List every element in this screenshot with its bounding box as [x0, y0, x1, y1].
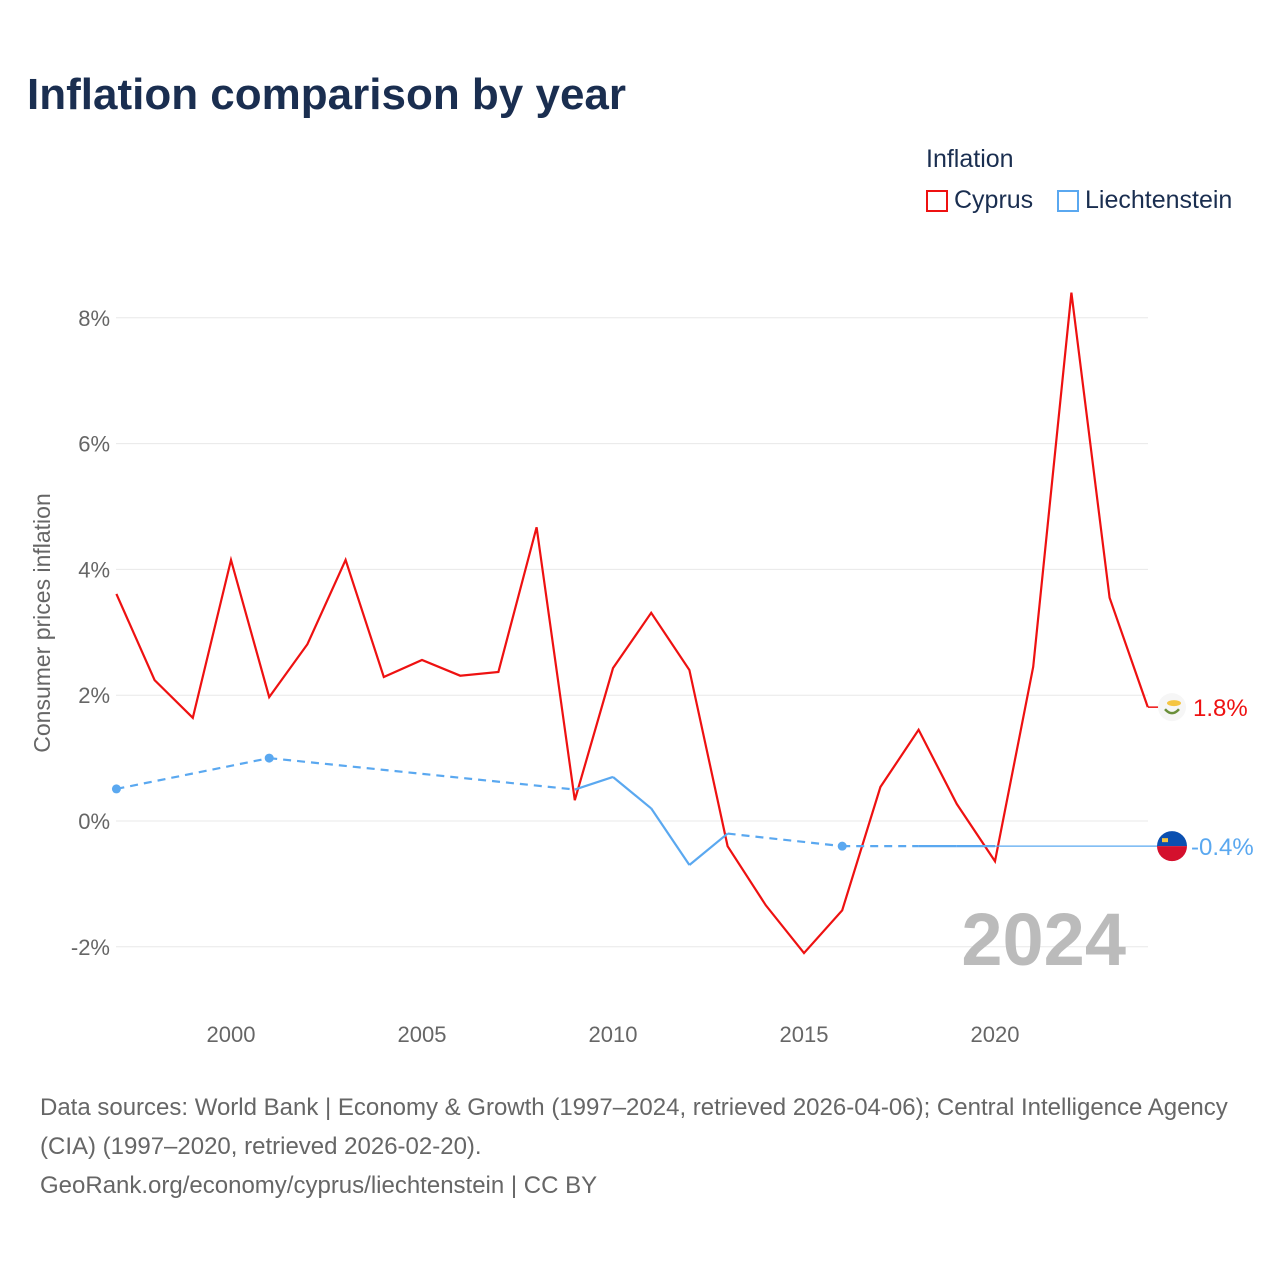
legend-swatch: [926, 189, 948, 212]
y-axis-label: Consumer prices inflation: [29, 493, 55, 753]
y-tick-label: 8%: [78, 306, 110, 331]
data-sources: Data sources: World Bank | Economy & Gro…: [40, 1094, 1228, 1160]
series-segment-liechtenstein: [574, 775, 614, 791]
cyprus-flag-branches: [1164, 708, 1180, 715]
legend-swatch: [1057, 189, 1079, 212]
x-tick-label: 2000: [207, 1022, 256, 1047]
y-tick-label: 6%: [78, 432, 110, 457]
series-segment-liechtenstein: [116, 757, 270, 790]
y-tick-label: 0%: [78, 809, 110, 834]
cyprus-flag-icon: [1158, 693, 1186, 722]
year-label: 2024: [961, 898, 1126, 981]
legend-item-liechtenstein[interactable]: Liechtenstein: [1057, 186, 1232, 215]
legend-item-cyprus[interactable]: Cyprus: [926, 186, 1033, 215]
series-segment-liechtenstein: [727, 832, 843, 848]
series-segment-liechtenstein: [612, 776, 652, 810]
x-tick-label: 2005: [398, 1022, 447, 1047]
series-segment-liechtenstein: [650, 807, 691, 866]
y-tick-label: -2%: [71, 935, 110, 960]
legend-title: Inflation: [926, 145, 1014, 173]
data-point-liechtenstein: [111, 784, 121, 794]
y-tick-label: 4%: [78, 557, 110, 582]
liechtenstein-crown: [1162, 838, 1168, 843]
end-label-liechtenstein: -0.4%: [1191, 834, 1254, 861]
cyprus-flag-island: [1167, 700, 1181, 707]
legend-label: Liechtenstein: [1085, 186, 1233, 214]
end-label-cyprus: 1.8%: [1193, 695, 1248, 722]
y-tick-label: 2%: [78, 683, 110, 708]
series-line-cyprus: [115, 292, 1149, 955]
data-point-liechtenstein: [264, 753, 274, 763]
x-tick-label: 2015: [780, 1022, 829, 1047]
data-point-liechtenstein: [837, 841, 847, 851]
footer: Data sources: World Bank | Economy & Gro…: [40, 1088, 1250, 1205]
legend-label: Cyprus: [954, 186, 1034, 214]
source-link[interactable]: GeoRank.org/economy/cyprus/liechtenstein…: [40, 1172, 598, 1199]
liechtenstein-flag-red: [1157, 846, 1187, 862]
series-segment-liechtenstein: [688, 832, 729, 866]
liechtenstein-flag-icon: [1157, 831, 1187, 847]
x-tick-label: 2020: [971, 1022, 1020, 1047]
x-tick-label: 2010: [589, 1022, 638, 1047]
page-title: Inflation comparison by year: [27, 70, 627, 119]
series-segment-liechtenstein: [269, 757, 575, 791]
